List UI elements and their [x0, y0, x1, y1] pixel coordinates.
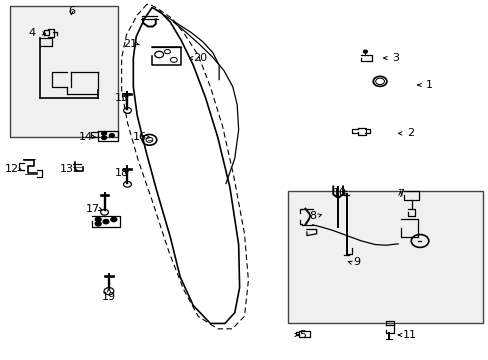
Text: 19: 19 [102, 292, 116, 302]
Text: 8: 8 [308, 211, 316, 221]
Circle shape [111, 217, 117, 222]
Text: 11: 11 [403, 330, 416, 340]
Text: 17: 17 [86, 204, 100, 214]
Text: 20: 20 [193, 53, 207, 63]
Text: 2: 2 [406, 129, 413, 138]
Circle shape [102, 136, 106, 139]
Text: 21: 21 [122, 39, 137, 49]
Text: 12: 12 [4, 164, 19, 174]
Ellipse shape [375, 78, 384, 85]
Bar [288, 191, 483, 323]
Circle shape [102, 132, 106, 135]
Text: 4: 4 [29, 28, 36, 38]
Circle shape [95, 217, 101, 222]
Text: 15: 15 [114, 93, 128, 103]
Bar [10, 6, 118, 137]
Text: 14: 14 [79, 132, 93, 142]
Text: 13: 13 [60, 164, 73, 174]
Text: 3: 3 [391, 53, 398, 63]
Circle shape [103, 220, 109, 224]
Ellipse shape [372, 76, 386, 86]
Text: 7: 7 [396, 189, 403, 199]
Text: 6: 6 [68, 6, 75, 16]
Circle shape [95, 222, 101, 226]
Circle shape [109, 134, 114, 137]
Text: 16: 16 [132, 132, 146, 142]
Text: 10: 10 [332, 188, 346, 198]
Text: 9: 9 [352, 257, 360, 267]
Text: 5: 5 [299, 330, 306, 340]
Text: 1: 1 [426, 80, 432, 90]
Text: 18: 18 [114, 168, 128, 178]
Circle shape [363, 50, 366, 53]
